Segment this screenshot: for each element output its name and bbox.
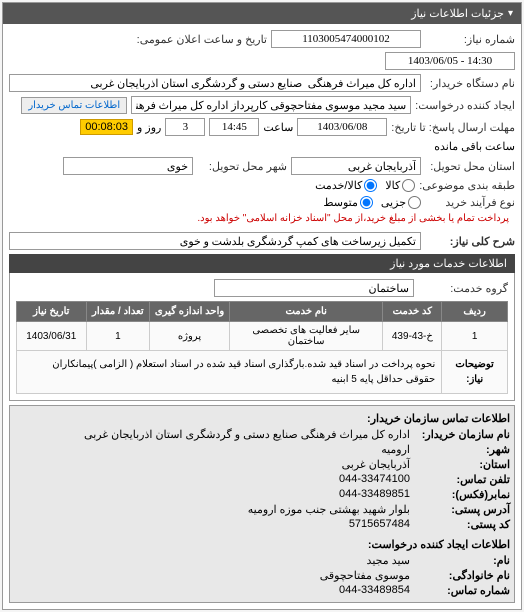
service-group-label: گروه خدمت: (418, 282, 508, 295)
services-section: گروه خدمت: ردیف کد خدمت نام خدمت واحد ان… (9, 273, 515, 401)
th-date: تاریخ نیاز (17, 302, 87, 322)
requester-header: اطلاعات ایجاد کننده درخواست: (14, 536, 510, 553)
services-section-title: اطلاعات خدمات مورد نیاز (9, 254, 515, 273)
service-group-input[interactable] (214, 279, 414, 297)
purchase-opt-partial-label[interactable]: جزیی (381, 196, 421, 209)
contact-city-label: شهر: (410, 443, 510, 456)
cell-code: خ-43-439 (383, 322, 442, 351)
budget-label: طبقه بندی موضوعی: (419, 179, 515, 192)
desc-text-cell: نحوه پرداخت در اسناد قید شده.بارگذاری اس… (17, 351, 442, 394)
th-unit: واحد اندازه گیری (150, 302, 230, 322)
cell-unit: پروژه (150, 322, 230, 351)
delivery-province-label: استان محل تحویل: (425, 160, 515, 173)
remaining-label: ساعت باقی مانده (434, 140, 515, 153)
purchase-radio-group: جزیی متوسط (323, 196, 421, 209)
contact-phone-label: تلفن تماس: (410, 473, 510, 486)
fname-label: نام: (410, 554, 510, 567)
budget-opt-both-label[interactable]: کالا (385, 179, 415, 192)
panel-header[interactable]: ▾ جزئیات اطلاعات نیاز (3, 3, 521, 24)
table-row[interactable]: 1 خ-43-439 سایر فعالیت های تخصصی ساختمان… (17, 322, 508, 351)
announce-input[interactable] (385, 52, 515, 70)
budget-opt-goods-label[interactable]: کالا/خدمت (315, 179, 377, 192)
cell-date: 1403/06/31 (17, 322, 87, 351)
desc-row: توضیحات نیاز: نحوه پرداخت در اسناد قید ش… (17, 351, 508, 394)
deadline-date-input[interactable] (297, 118, 387, 136)
req-phone-label: شماره تماس: (410, 584, 510, 597)
th-code: کد خدمت (383, 302, 442, 322)
purchase-note: پرداخت تمام یا بخشی از مبلغ خرید،از محل … (197, 213, 509, 224)
services-table: ردیف کد خدمت نام خدمت واحد اندازه گیری ت… (16, 301, 508, 394)
device-input[interactable] (9, 74, 421, 92)
days-input[interactable] (165, 118, 205, 136)
req-phone-value: 044-33489854 (339, 584, 410, 597)
panel-title: جزئیات اطلاعات نیاز (411, 7, 504, 20)
need-number-label: شماره نیاز: (425, 33, 515, 46)
org-name-label: نام سازمان خریدار: (410, 428, 510, 441)
collapse-icon: ▾ (508, 8, 513, 19)
desc-label-cell: توضیحات نیاز: (442, 351, 508, 394)
general-desc-input[interactable] (9, 232, 421, 250)
th-qty: تعداد / مقدار (86, 302, 150, 322)
details-panel: ▾ جزئیات اطلاعات نیاز شماره نیاز: تاریخ … (2, 2, 522, 610)
fname-value: سید مجید (367, 554, 410, 567)
purchase-opt-medium-label[interactable]: متوسط (323, 196, 373, 209)
contact-province-label: استان: (410, 458, 510, 471)
need-number-input[interactable] (271, 30, 421, 48)
org-name-value: اداره کل میراث فرهنگی صنایع دستی و گردشگ… (84, 428, 410, 441)
contact-address-value: بلوار شهید بهشتی جنب موزه ارومیه (248, 503, 410, 516)
creator-input[interactable] (131, 96, 411, 114)
cell-name: سایر فعالیت های تخصصی ساختمان (229, 322, 383, 351)
deadline-label: مهلت ارسال پاسخ: تا تاریخ: (391, 121, 515, 134)
th-name: نام خدمت (229, 302, 383, 322)
delivery-city-label: شهر محل تحویل: (197, 160, 287, 173)
panel-body: شماره نیاز: تاریخ و ساعت اعلان عمومی: نا… (3, 24, 521, 609)
days-label: روز و (137, 121, 161, 134)
contact-section: اطلاعات تماس سازمان خریدار: نام سازمان خ… (9, 405, 515, 603)
creator-label: ایجاد کننده درخواست: (415, 99, 515, 112)
buyer-info-button[interactable]: اطلاعات تماس خریدار (21, 97, 127, 114)
purchase-type-label: نوع فرآیند خرید (425, 196, 515, 209)
budget-radio-both[interactable] (402, 179, 415, 192)
contact-province-value: آذربایجان غربی (342, 458, 410, 471)
deadline-time-input[interactable] (209, 118, 259, 136)
remaining-time: 00:08:03 (80, 119, 133, 135)
contact-postal-value: 5715657484 (349, 518, 410, 531)
budget-radio-goods[interactable] (364, 179, 377, 192)
contact-address-label: آدرس پستی: (410, 503, 510, 516)
cell-row: 1 (442, 322, 508, 351)
contact-fax-label: نمابر(فکس): (410, 488, 510, 501)
time-label: ساعت (263, 121, 293, 134)
delivery-province-input[interactable] (291, 157, 421, 175)
budget-radio-group: کالا کالا/خدمت (315, 179, 415, 192)
announce-label: تاریخ و ساعت اعلان عمومی: (127, 33, 267, 46)
contact-phone-value: 044-33474100 (339, 473, 410, 486)
purchase-radio-partial[interactable] (408, 196, 421, 209)
contact-postal-label: کد پستی: (410, 518, 510, 531)
contact-header: اطلاعات تماس سازمان خریدار: (14, 410, 510, 427)
th-row: ردیف (442, 302, 508, 322)
purchase-radio-medium[interactable] (360, 196, 373, 209)
device-label: نام دستگاه خریدار: (425, 77, 515, 90)
contact-city-value: ارومیه (381, 443, 410, 456)
delivery-city-input[interactable] (63, 157, 193, 175)
general-desc-label: شرح کلی نیاز: (425, 235, 515, 248)
cell-qty: 1 (86, 322, 150, 351)
contact-fax-value: 044-33489851 (339, 488, 410, 501)
table-header-row: ردیف کد خدمت نام خدمت واحد اندازه گیری ت… (17, 302, 508, 322)
